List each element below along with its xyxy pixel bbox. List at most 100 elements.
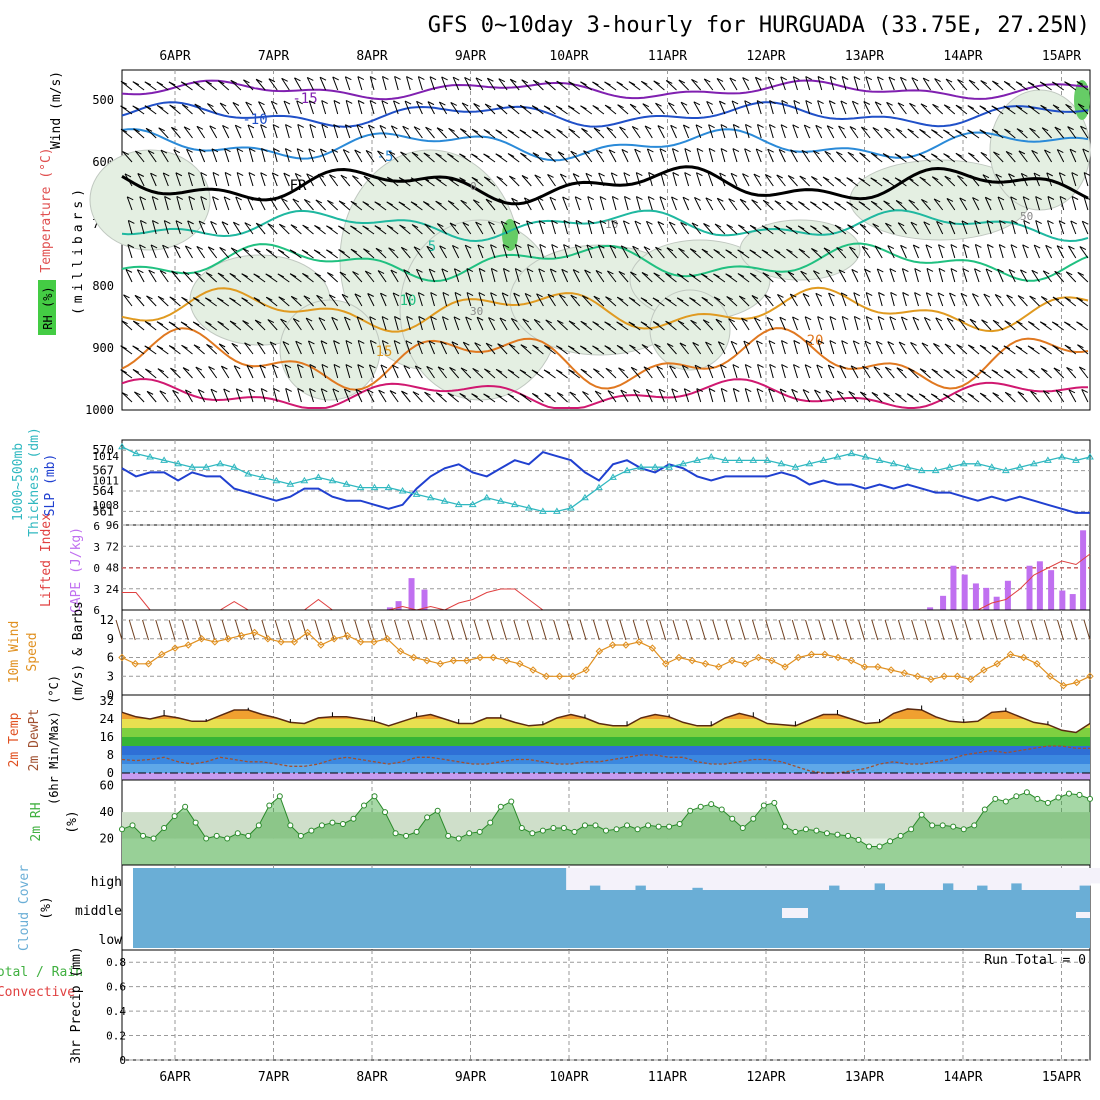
wind-barb <box>278 223 290 235</box>
wind-barb-staff <box>889 268 895 283</box>
wind-barb-flag <box>568 369 575 374</box>
wind-barb-flag <box>874 245 882 250</box>
wind-barb-staff <box>875 341 883 355</box>
wind-barb <box>381 100 389 115</box>
wind-barb-flag <box>786 200 793 205</box>
wind-barb <box>725 273 738 283</box>
wind-barb-flag <box>720 148 728 152</box>
wind-barb <box>677 320 689 331</box>
wind-barb-flag <box>864 268 871 273</box>
wind-barb-flag <box>296 100 303 105</box>
wind-barb-staff <box>296 148 302 163</box>
wind-barb-staff <box>1028 368 1040 379</box>
wind-barb-staff <box>223 196 230 211</box>
wind-barb-flag <box>496 176 504 180</box>
wind-barb <box>943 393 956 403</box>
wind-barb-staff <box>561 269 569 283</box>
wind-barb-flag <box>705 341 712 346</box>
wind-barb <box>454 292 462 307</box>
wind-speed-marker <box>502 656 511 665</box>
wind-barb-flag <box>391 125 398 130</box>
wind-barb <box>984 196 992 211</box>
wind-barb <box>314 619 322 641</box>
wind-barb-flag <box>1077 271 1085 276</box>
wind-barb-flag <box>416 100 423 105</box>
wind-barb-staff <box>643 246 653 259</box>
wind-speed-marker <box>237 631 246 640</box>
wind-barb <box>498 78 508 91</box>
wind-barb-staff <box>607 270 617 283</box>
wind-barb-flag <box>909 102 916 107</box>
wind-barb-staff <box>792 76 798 91</box>
cloud-high-gap <box>600 868 613 890</box>
wind-barb-flag <box>761 249 769 254</box>
wind-barb-flag <box>509 175 516 180</box>
wind-barb-staff <box>1052 296 1065 307</box>
wind-barb-flag <box>488 221 495 226</box>
profile-wind-label: Wind (m/s) <box>49 71 64 149</box>
wind-barb <box>920 103 931 115</box>
wind-barb <box>273 388 280 403</box>
wind-barb <box>247 124 255 139</box>
wind-barb <box>132 81 145 91</box>
wind-barb <box>473 103 484 115</box>
wind-barb-staff <box>933 198 944 211</box>
wind-barb <box>1033 172 1041 187</box>
wind-barb <box>212 196 219 211</box>
wind-barb-staff <box>285 388 290 403</box>
wind-barb-staff <box>718 100 726 115</box>
wind-barb-flag <box>484 103 492 108</box>
wind-speed-marker <box>993 660 1001 668</box>
wind-barb <box>677 273 689 283</box>
wind-barb <box>823 247 835 259</box>
temp2m-label: 2m Temp <box>7 712 22 767</box>
wind-barb-flag <box>241 297 248 302</box>
cloud-high-gap <box>611 868 625 890</box>
wind-barb <box>134 391 145 403</box>
wind-barb <box>703 223 714 235</box>
wind-barb-flag <box>568 128 576 133</box>
wind-barb-staff <box>297 124 302 139</box>
wind-barb <box>998 220 1006 235</box>
wind-barb-staff <box>498 198 508 211</box>
wind-barb-flag <box>451 341 459 346</box>
wind-barb-flag <box>447 177 454 182</box>
wind-barb-staff <box>475 77 484 91</box>
wind-barb-staff <box>169 104 181 115</box>
wind-barb <box>792 316 799 331</box>
wind-barb-flag <box>532 152 540 157</box>
wind-barb-staff <box>948 220 956 235</box>
wind-barb-flag <box>556 369 563 374</box>
wind-barb-staff <box>333 124 339 139</box>
wind-barb <box>1039 345 1052 355</box>
wind-barb <box>253 273 266 283</box>
wind-barb-flag <box>778 149 786 153</box>
wind-barb-staff <box>630 271 641 283</box>
wind-barb-flag <box>345 100 353 104</box>
wind-barb-staff <box>255 78 266 91</box>
wind-barb <box>254 248 266 259</box>
wind-barb <box>680 101 690 115</box>
wind-barb-flag <box>374 225 382 230</box>
wind-barb <box>283 100 291 115</box>
wind-barb <box>412 391 423 403</box>
wind-barb-staff <box>762 199 774 211</box>
wind-barb-staff <box>509 78 520 91</box>
wind-barb <box>1054 126 1065 139</box>
wind-barb <box>957 175 968 187</box>
wind-barb <box>756 340 763 355</box>
wind-barb-staff <box>182 367 193 379</box>
wind-barb <box>403 365 411 379</box>
wind-barb <box>580 345 593 355</box>
wind-barb-flag <box>657 125 665 130</box>
wind-barb-flag <box>413 246 421 251</box>
wind-barb <box>657 125 665 139</box>
wind-barb-flag <box>729 77 737 82</box>
temp-band <box>122 728 1090 737</box>
wind-barb-flag <box>128 220 135 224</box>
wind-barb-flag <box>487 77 494 82</box>
wind-barb-flag <box>933 198 941 203</box>
wind-barb-flag <box>193 344 201 349</box>
temp-bands <box>122 708 1090 780</box>
wind-barb <box>126 196 134 211</box>
